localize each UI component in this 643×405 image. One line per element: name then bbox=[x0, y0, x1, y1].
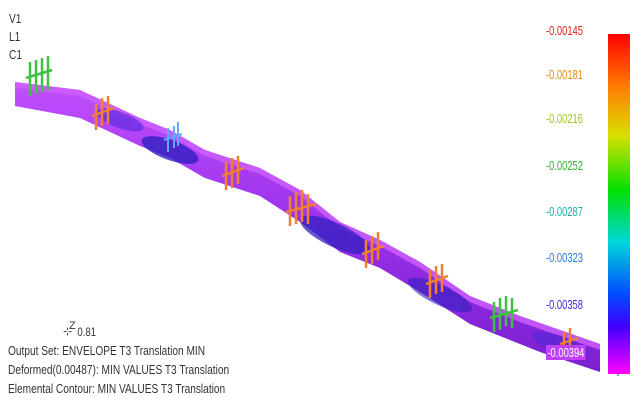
support-marker-3[interactable] bbox=[163, 122, 183, 152]
view-label: V1 bbox=[9, 11, 22, 26]
legend-value: -0.00216 bbox=[546, 111, 583, 126]
triad-axis-label: Z bbox=[69, 320, 76, 332]
contour-text: Elemental Contour: MIN VALUES T3 Transla… bbox=[8, 381, 226, 396]
legend-value: -0.00358 bbox=[546, 297, 583, 312]
support-marker-4[interactable] bbox=[221, 156, 245, 190]
support-marker-7[interactable] bbox=[425, 264, 449, 298]
triad-angle: 0.81 bbox=[77, 325, 97, 339]
support-marker-1[interactable] bbox=[25, 56, 53, 96]
legend-value: -0.00145 bbox=[546, 23, 583, 38]
legend-value: -0.00252 bbox=[546, 158, 583, 173]
output-set-text: Output Set: ENVELOPE T3 Translation MIN bbox=[8, 343, 206, 358]
legend-value: -0.00287 bbox=[546, 204, 583, 219]
deformed-text: Deformed(0.00487): MIN VALUES T3 Transla… bbox=[8, 362, 230, 377]
layer-label: L1 bbox=[9, 29, 21, 44]
triad-icon: ⊹ bbox=[63, 326, 73, 338]
legend-value: -0.00323 bbox=[546, 250, 583, 265]
view-labels: V1 L1 C1 bbox=[9, 10, 26, 64]
contour-legend-bar bbox=[608, 34, 630, 374]
support-marker-6[interactable] bbox=[361, 232, 385, 268]
support-marker-8[interactable] bbox=[489, 296, 519, 332]
color-label: C1 bbox=[9, 47, 22, 62]
legend-value: -0.00394 bbox=[546, 345, 586, 360]
support-marker-5[interactable] bbox=[285, 190, 317, 226]
legend-value: -0.00181 bbox=[546, 67, 583, 82]
support-marker-2[interactable] bbox=[91, 96, 115, 130]
output-info: Output Set: ENVELOPE T3 Translation MIN … bbox=[8, 341, 291, 398]
